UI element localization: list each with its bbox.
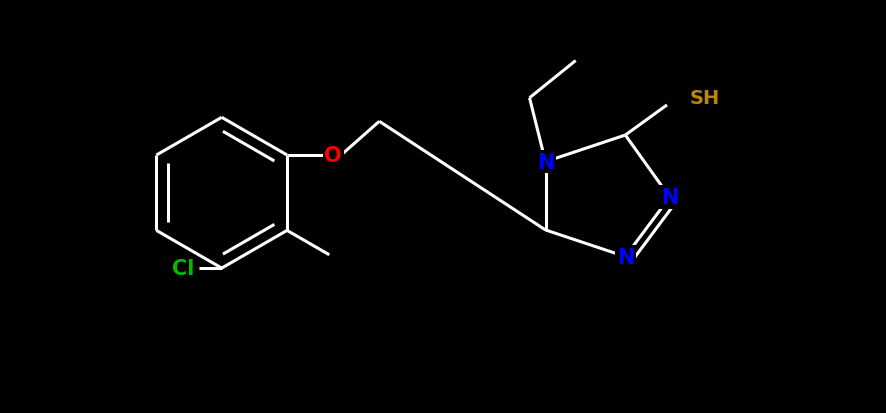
Text: N: N xyxy=(660,188,678,208)
Text: O: O xyxy=(324,146,342,166)
Text: N: N xyxy=(536,152,554,172)
Text: N: N xyxy=(616,247,633,267)
Text: O: O xyxy=(324,146,342,166)
Text: SH: SH xyxy=(689,89,719,108)
Text: Cl: Cl xyxy=(172,259,194,278)
Text: Cl: Cl xyxy=(172,259,194,278)
